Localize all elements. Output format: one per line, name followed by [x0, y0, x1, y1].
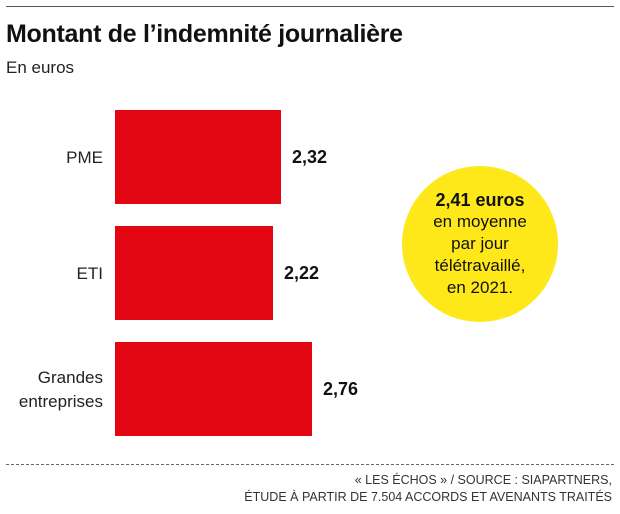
footer-divider	[6, 464, 614, 465]
chart-subtitle: En euros	[6, 58, 75, 77]
category-label-grandes-entreprises-line-2: entreprises	[19, 392, 103, 411]
source-line-2: ÉTUDE À PARTIR DE 7.504 ACCORDS ET AVENA…	[244, 490, 612, 504]
category-label-eti: ETI	[77, 264, 103, 283]
bar-grandes-entreprises	[115, 342, 312, 436]
value-label-grandes-entreprises: 2,76	[323, 379, 358, 399]
average-callout: 2,41 euros en moyenne par jour télétrava…	[402, 166, 558, 322]
top-rule	[6, 6, 614, 7]
source-footer: « LES ÉCHOS » / SOURCE : SIAPARTNERS, ÉT…	[244, 472, 612, 506]
value-label-eti: 2,22	[284, 263, 319, 283]
chart-title: Montant de l’indemnité journalière	[6, 20, 403, 48]
callout-line-2: par jour	[451, 234, 509, 253]
callout-line-3: télétravaillé,	[434, 256, 526, 275]
source-line-1: « LES ÉCHOS » / SOURCE : SIAPARTNERS,	[354, 473, 612, 487]
callout-line-1: en moyenne	[433, 212, 527, 231]
callout-line-4: en 2021.	[446, 278, 514, 297]
callout-headline: 2,41 euros	[435, 190, 525, 210]
category-label-grandes-entreprises-line-1: Grandes	[38, 368, 103, 387]
bar-eti	[115, 226, 273, 320]
category-label-pme: PME	[66, 148, 103, 167]
bar-pme	[115, 110, 281, 204]
value-label-pme: 2,32	[292, 147, 327, 167]
